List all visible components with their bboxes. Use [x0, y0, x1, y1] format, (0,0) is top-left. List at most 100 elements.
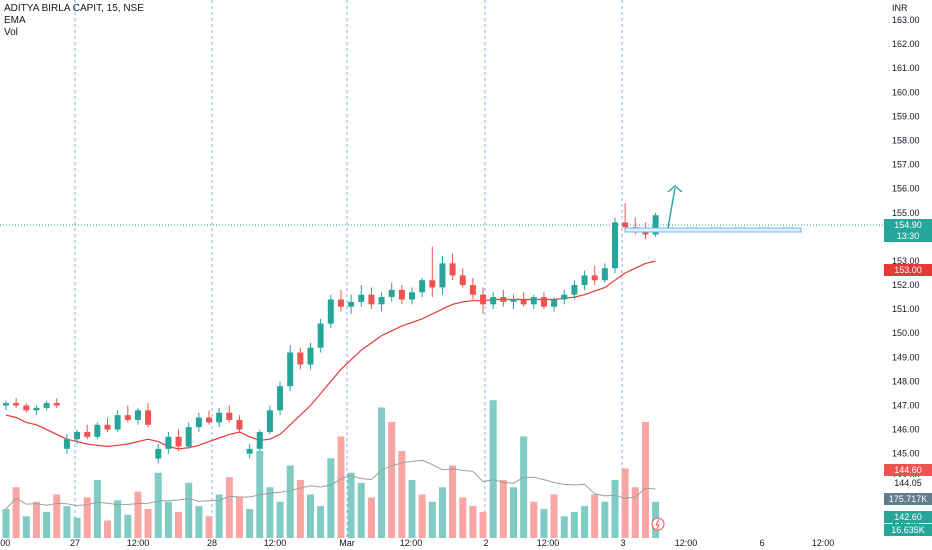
candle[interactable] [155, 444, 162, 464]
candle[interactable] [337, 289, 344, 312]
candle[interactable] [256, 429, 263, 452]
candle[interactable] [23, 403, 30, 413]
volume-bar [641, 422, 649, 538]
candle[interactable] [33, 405, 40, 416]
price-axis-label: 146.00 [892, 425, 920, 435]
candle[interactable] [297, 347, 304, 370]
volume-bar [134, 491, 142, 538]
ema-legend[interactable]: EMA [4, 15, 26, 26]
candle[interactable] [561, 289, 568, 305]
volume-bar [144, 509, 152, 538]
candle[interactable] [419, 277, 426, 298]
candle[interactable] [480, 287, 487, 314]
candle[interactable] [601, 263, 608, 283]
candle[interactable] [53, 398, 60, 408]
candle[interactable] [236, 415, 243, 432]
candle[interactable] [145, 403, 152, 428]
vol-legend[interactable]: Vol [4, 27, 18, 38]
candles [3, 203, 659, 464]
volume-bar [114, 500, 122, 538]
candle[interactable] [348, 294, 355, 314]
volume-bar [296, 480, 304, 538]
candle[interactable] [612, 217, 618, 273]
candle[interactable] [13, 398, 20, 408]
volume-bar [2, 509, 10, 538]
candle[interactable] [124, 405, 131, 423]
candle[interactable] [398, 285, 405, 305]
time-axis-label: 28 [207, 538, 217, 548]
candle[interactable] [388, 282, 395, 302]
candle[interactable] [317, 318, 324, 353]
candle[interactable] [114, 410, 121, 432]
volume-bar [266, 487, 274, 538]
candle[interactable] [358, 285, 365, 307]
candle[interactable] [134, 407, 141, 425]
price-axis-label: 148.00 [892, 376, 920, 386]
candle[interactable] [94, 422, 101, 440]
candle[interactable] [581, 270, 588, 290]
candle[interactable] [469, 277, 476, 300]
candle[interactable] [63, 434, 70, 454]
candle[interactable] [540, 292, 547, 310]
volume-bar [428, 501, 436, 538]
candle[interactable] [307, 342, 314, 370]
candle[interactable] [216, 407, 223, 428]
candle[interactable] [43, 400, 50, 411]
candle[interactable] [622, 203, 629, 233]
candle[interactable] [175, 429, 182, 452]
volume-bar [601, 501, 609, 538]
candle[interactable] [206, 410, 212, 425]
price-zone-box[interactable] [624, 227, 802, 233]
candle[interactable] [429, 246, 436, 298]
candle[interactable] [3, 400, 9, 411]
vol-alt-value-tag: 144.05 [884, 477, 932, 489]
volume-bar [104, 520, 111, 538]
forecast-arrow[interactable] [667, 187, 676, 229]
candle[interactable] [277, 381, 284, 416]
candle[interactable] [368, 287, 375, 310]
candle[interactable] [571, 280, 578, 300]
candle[interactable] [449, 253, 456, 281]
volume-bar [357, 482, 365, 538]
price-axis-label: 152.00 [892, 280, 920, 290]
vol-low-value-tag: 142.60 [884, 511, 932, 523]
candle[interactable] [490, 292, 497, 310]
volume-bar [520, 436, 528, 538]
candle[interactable] [530, 294, 537, 310]
candle[interactable] [287, 345, 294, 392]
vol-up-value-tag: 144.60 [884, 464, 932, 476]
candle[interactable] [459, 268, 466, 288]
price-axis-label: 156.00 [892, 184, 920, 194]
candle[interactable] [439, 256, 446, 295]
volume-bar [611, 480, 619, 538]
candle[interactable] [378, 292, 385, 312]
realtime-flash-icon[interactable] [651, 517, 665, 531]
currency-label: INR [892, 3, 908, 13]
candle[interactable] [84, 424, 91, 440]
candle[interactable] [266, 405, 273, 435]
candle[interactable] [165, 432, 172, 454]
candle[interactable] [652, 212, 659, 237]
symbol-name[interactable]: ADITYA BIRLA CAPIT [4, 3, 102, 14]
candle[interactable] [520, 292, 527, 307]
volume-bar [215, 494, 223, 538]
candle[interactable] [246, 444, 253, 459]
candle[interactable] [104, 417, 111, 432]
candle[interactable] [195, 412, 202, 432]
candle[interactable] [591, 265, 598, 286]
candle[interactable] [500, 289, 507, 307]
candle[interactable] [510, 294, 517, 310]
time-axis-label: 3 [620, 538, 625, 548]
candle[interactable] [226, 405, 233, 423]
chart-legend[interactable]: ADITYA BIRLA CAPIT, 15, NSE EMA Vol [4, 3, 144, 39]
candle[interactable] [409, 287, 415, 305]
interval[interactable]: 15 [106, 3, 118, 14]
candle[interactable] [327, 294, 334, 329]
symbol-line[interactable]: ADITYA BIRLA CAPIT, 15, NSE [4, 3, 144, 14]
candle[interactable] [74, 429, 81, 445]
candle[interactable] [185, 422, 192, 449]
volume-bar [205, 516, 213, 538]
candle[interactable] [551, 297, 558, 312]
